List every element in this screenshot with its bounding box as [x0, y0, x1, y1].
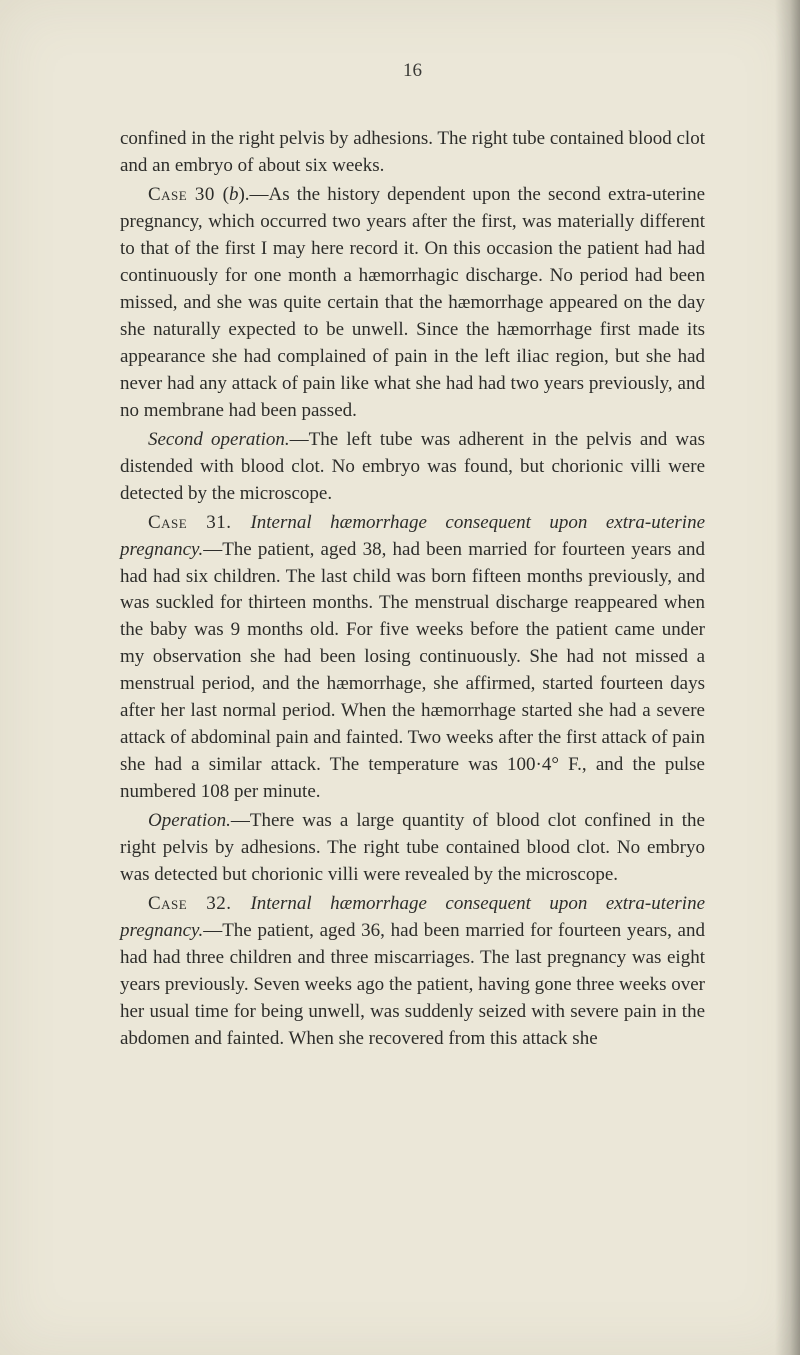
paragraph: Operation.—There was a large quantity of…	[120, 808, 705, 889]
page-container: 16 confined in the right pelvis by adhes…	[0, 0, 800, 1125]
case-label: Case 31.	[148, 512, 250, 533]
italic-run: Second operation.	[148, 429, 290, 450]
italic-run: b	[229, 184, 239, 205]
text-run: —The patient, aged 36, had been married …	[120, 920, 705, 1049]
text-run: confined in the right pelvis by adhesion…	[120, 128, 705, 176]
page-number: 16	[120, 60, 705, 82]
text-run: —The patient, aged 38, had been married …	[120, 539, 705, 803]
paragraph: Case 32. Internal hæmorrhage consequent …	[120, 891, 705, 1053]
italic-run: Operation.	[148, 810, 231, 831]
paragraph: confined in the right pelvis by adhesion…	[120, 126, 705, 180]
case-label: Case 32.	[148, 893, 250, 914]
text-run: ).—As the history dependent upon the sec…	[120, 184, 705, 421]
body-text: confined in the right pelvis by adhesion…	[120, 126, 705, 1053]
paragraph: Second operation.—The left tube was adhe…	[120, 427, 705, 508]
paragraph: Case 31. Internal hæmorrhage consequent …	[120, 510, 705, 807]
paragraph: Case 30 (b).—As the history dependent up…	[120, 182, 705, 425]
case-label: Case 30	[148, 184, 223, 205]
page-edge-shadow	[775, 0, 800, 1355]
